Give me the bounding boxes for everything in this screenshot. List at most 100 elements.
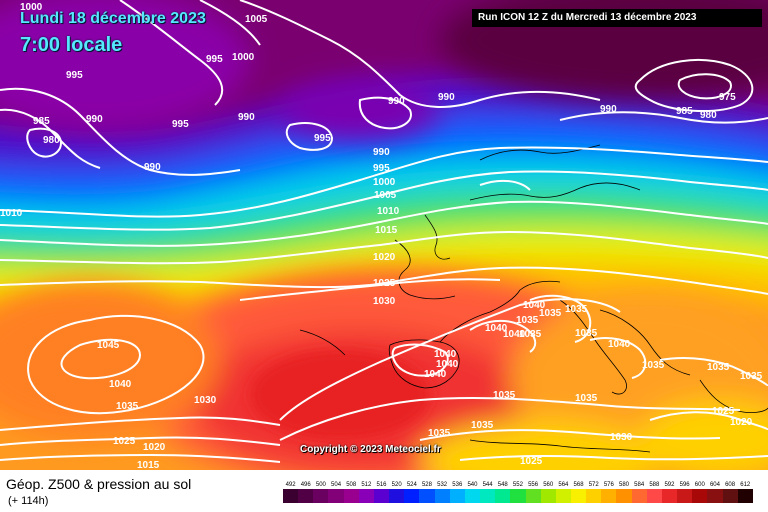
isobar-label: 990 — [238, 112, 255, 123]
isobar-label: 1035 — [707, 362, 730, 373]
model-run-info: Run ICON 12 Z du Mercredi 13 décembre 20… — [472, 9, 762, 27]
isobar-label: 1025 — [113, 436, 136, 447]
isobar-label: 1035 — [740, 371, 763, 382]
isobar-label: 1025 — [712, 406, 735, 417]
forecast-offset: (+ 114h) — [8, 495, 49, 507]
forecast-date: Lundi 18 décembre 2023 — [20, 10, 206, 27]
color-scale-label: 528 — [421, 482, 432, 488]
color-scale-labels: 492 496 500 504 508 512 516 520 524 528 532 536 540 5… — [283, 481, 753, 489]
color-scale-swatch — [616, 489, 632, 503]
color-scale-label: 600 — [694, 482, 705, 488]
isobar-label: 1035 — [539, 308, 562, 319]
color-scale-swatch — [540, 489, 556, 503]
isobar-label: 1035 — [428, 428, 451, 439]
color-scale-label: 576 — [603, 482, 614, 488]
isobar-label: 1025 — [520, 456, 543, 467]
color-scale-swatch — [464, 489, 481, 503]
color-scale-swatch — [495, 489, 511, 503]
isobar-label: 1040 — [424, 369, 447, 380]
isobar-label: 990 — [438, 92, 455, 103]
color-scale-label: 492 — [285, 482, 296, 488]
isobar-label: 1015 — [137, 460, 160, 470]
color-scale-label: 592 — [664, 482, 675, 488]
color-scale-swatch — [510, 489, 526, 503]
isobar-label: 1030 — [610, 432, 633, 443]
color-scale-label: 568 — [573, 482, 584, 488]
isobar-label: 1040 — [436, 359, 459, 370]
isobar-label: 975 — [719, 92, 736, 103]
color-scale-swatch — [601, 489, 617, 503]
color-scale-swatch — [283, 489, 299, 503]
forecast-time: 7:00 locale — [20, 34, 123, 56]
color-scale-label: 556 — [528, 482, 539, 488]
color-scale-label: 512 — [361, 482, 372, 488]
color-scale-label: 612 — [740, 482, 751, 488]
color-scale-swatch — [707, 489, 723, 503]
color-scale-swatch — [298, 489, 314, 503]
isobar-label: 990 — [86, 114, 103, 125]
isobar-label: 1035 — [565, 304, 588, 315]
color-scale-swatch — [449, 489, 465, 503]
isobar-label: 1040 — [485, 323, 508, 334]
isobar-label: 1040 — [523, 300, 546, 311]
isobar-label: 995 — [66, 70, 83, 81]
color-scale-swatch — [419, 489, 435, 503]
map-legend-footer: Géop. Z500 & pression au sol (+ 114h) 49… — [0, 470, 768, 512]
color-scale-label: 532 — [437, 482, 448, 488]
isobar-label: 990 — [144, 162, 161, 173]
isobar-label: 1005 — [245, 14, 268, 25]
isobar-label: 1040 — [608, 339, 631, 350]
color-scale-swatch — [328, 489, 344, 503]
isobars — [0, 0, 768, 463]
color-scale-swatch — [313, 489, 329, 503]
color-scale-label: 508 — [346, 482, 357, 488]
isobar-label: 1020 — [143, 442, 166, 453]
isobar-label: 1035 — [519, 329, 542, 340]
isobar-label: 1030 — [194, 395, 217, 406]
isobar-label: 1025 — [373, 278, 396, 289]
isobar-label: 1035 — [642, 360, 665, 371]
isobar-label: 990 — [388, 96, 405, 107]
color-scale-swatch — [737, 489, 753, 503]
color-scale-label: 516 — [376, 482, 387, 488]
isobar-label: 1000 — [232, 52, 255, 63]
isobar-label: 1010 — [0, 208, 23, 219]
isobar-label: 1000 — [20, 2, 43, 13]
isobar-label: 1035 — [516, 315, 539, 326]
color-scale-swatch — [661, 489, 678, 503]
isobar-label: 990 — [600, 104, 617, 115]
isobar-label: 995 — [314, 133, 331, 144]
color-scale: 492 496 500 504 508 512 516 520 524 528 532 536 540 5… — [283, 481, 753, 503]
isobar-label: 985 — [33, 116, 50, 127]
isobar-label: 1020 — [373, 252, 396, 263]
isobar-label: 980 — [43, 135, 60, 146]
isobar-label: 1040 — [503, 329, 526, 340]
color-scale-swatch — [722, 489, 738, 503]
color-scale-swatch — [555, 489, 571, 503]
color-scale-swatch — [343, 489, 359, 503]
coastlines — [299, 144, 768, 453]
color-scale-label: 544 — [482, 482, 493, 488]
isobar-label: 1000 — [373, 177, 396, 188]
isobar-label: 1035 — [575, 393, 598, 404]
color-scale-label: 572 — [588, 482, 599, 488]
isobar-label: 990 — [373, 147, 390, 158]
color-scale-label: 552 — [512, 482, 523, 488]
isobar-label: 995 — [206, 54, 223, 65]
color-scale-label: 500 — [315, 482, 326, 488]
color-scale-label: 520 — [391, 482, 402, 488]
color-scale-label: 564 — [558, 482, 569, 488]
color-scale-swatch — [692, 489, 708, 503]
isobar-label: 995 — [373, 163, 390, 174]
isobar-label: 1040 — [434, 349, 457, 360]
color-scale-bar — [283, 489, 753, 503]
map-title: Géop. Z500 & pression au sol — [6, 476, 192, 492]
color-scale-label: 596 — [679, 482, 690, 488]
isobar-label: 1035 — [116, 401, 139, 412]
isobar-label: 1035 — [471, 420, 494, 431]
color-scale-label: 608 — [725, 482, 736, 488]
isobar-label: 1035 — [493, 390, 516, 401]
color-scale-swatch — [358, 489, 374, 503]
color-scale-label: 580 — [619, 482, 630, 488]
color-scale-label: 496 — [300, 482, 311, 488]
